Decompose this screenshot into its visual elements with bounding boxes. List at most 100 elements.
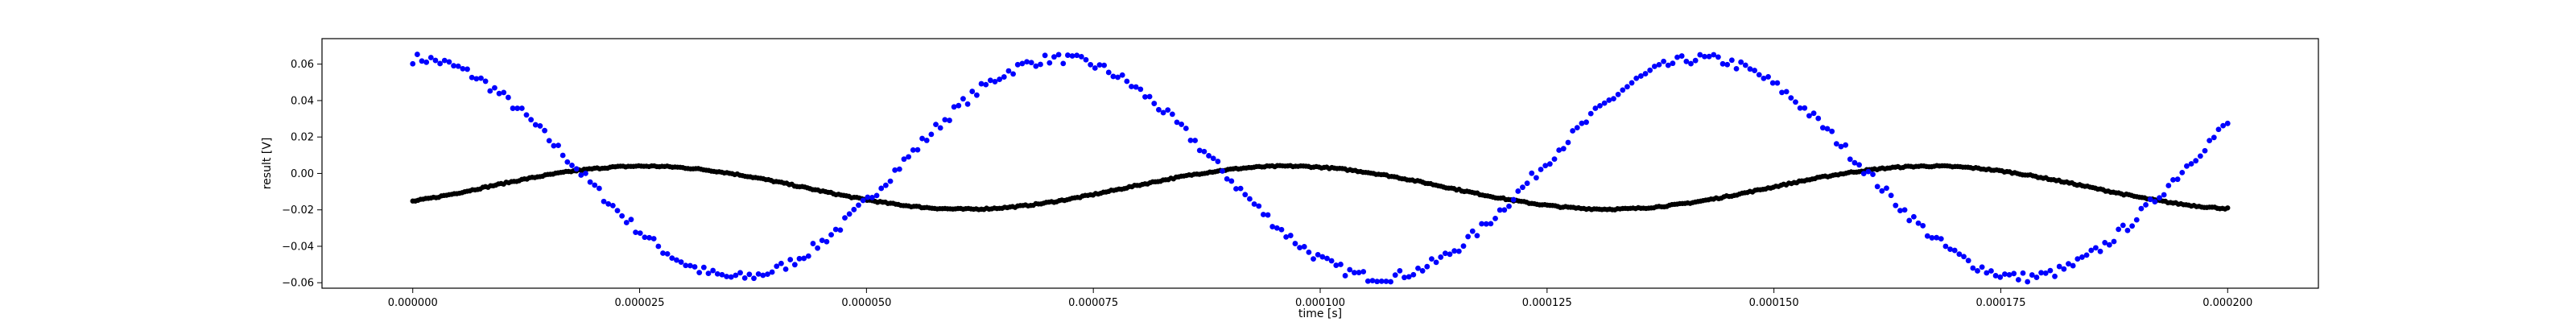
blue-data-point <box>1455 248 1462 254</box>
blue-data-point <box>815 245 821 251</box>
blue-data-point <box>1793 99 1798 105</box>
blue-data-point <box>1574 125 1580 131</box>
blue-data-point <box>587 179 593 185</box>
blue-data-point <box>1156 106 1162 113</box>
blue-data-point <box>2093 245 2099 251</box>
blue-data-point <box>1910 213 1917 220</box>
blue-data-point <box>1055 52 1062 58</box>
blue-data-point <box>2020 270 2026 276</box>
blue-data-point <box>1647 67 1653 73</box>
y-axis-label: result [V] <box>261 138 274 190</box>
blue-data-point <box>1565 139 1571 146</box>
blue-data-point <box>1438 254 1444 260</box>
blue-data-point <box>1961 254 1967 260</box>
blue-data-point <box>746 271 753 278</box>
blue-data-point <box>910 147 916 153</box>
blue-data-point <box>2147 196 2153 203</box>
blue-data-point <box>1292 241 1298 246</box>
blue-data-point <box>710 267 716 274</box>
blue-data-point <box>1774 80 1781 86</box>
blue-data-point <box>1492 215 1498 221</box>
blue-data-point <box>1992 273 1999 279</box>
blue-data-point <box>437 60 444 67</box>
blue-data-point <box>819 237 825 244</box>
blue-data-point <box>1356 270 1362 275</box>
x-tick-label: 0.000025 <box>615 297 665 309</box>
blue-data-point <box>2097 248 2103 254</box>
blue-data-point <box>1142 93 1148 100</box>
blue-data-point <box>1674 54 1680 60</box>
blue-data-point <box>1364 278 1371 284</box>
blue-data-point <box>1187 137 1194 143</box>
blue-data-point <box>423 59 430 65</box>
blue-data-point <box>860 197 866 204</box>
blue-data-point <box>546 138 552 144</box>
blue-data-point <box>846 211 852 217</box>
blue-data-point <box>2143 202 2149 208</box>
blue-data-point <box>1956 251 1963 258</box>
blue-data-point <box>496 90 502 97</box>
blue-data-point <box>1242 192 1249 198</box>
blue-data-point <box>1215 159 1221 164</box>
blue-data-point <box>1065 52 1071 58</box>
blue-data-point <box>1529 170 1535 176</box>
blue-data-point <box>2088 247 2095 254</box>
blue-data-point <box>1534 175 1539 181</box>
x-tick-label: 0.000050 <box>841 297 891 309</box>
blue-data-point <box>2056 263 2062 270</box>
blue-data-point <box>901 156 907 163</box>
blue-data-point <box>741 275 748 281</box>
blue-data-point <box>583 171 588 176</box>
blue-data-point <box>1984 270 1990 276</box>
blue-data-point <box>1115 74 1121 80</box>
blue-data-point <box>510 105 516 111</box>
blue-data-point <box>1819 125 1826 131</box>
blue-data-point <box>1888 192 1894 199</box>
blue-data-point <box>805 253 811 259</box>
blue-data-point <box>1088 61 1094 68</box>
y-tick-label: 0.06 <box>291 59 314 71</box>
blue-data-point <box>419 58 425 64</box>
blue-data-point <box>2015 277 2021 283</box>
blue-data-point <box>1692 57 1699 64</box>
blue-data-point <box>1119 72 1125 78</box>
y-tick-label: 0.00 <box>291 168 314 180</box>
blue-data-point <box>1160 109 1166 116</box>
blue-data-point <box>1874 184 1880 190</box>
blue-data-point <box>2079 254 2085 260</box>
blue-data-point <box>1506 203 1512 209</box>
y-tick-label: −0.06 <box>282 278 314 290</box>
blue-data-point <box>2052 273 2058 279</box>
blue-data-point <box>1702 53 1707 60</box>
blue-data-point <box>1829 128 1835 134</box>
blue-data-point <box>1451 248 1458 254</box>
blue-data-point <box>1165 107 1171 114</box>
y-axis-ticks: −0.06 −0.04 −0.02 0.00 0.02 0.04 0.06 <box>282 59 322 290</box>
blue-data-point <box>1228 178 1235 184</box>
blue-data-point <box>1297 245 1302 251</box>
blue-data-point <box>518 105 525 111</box>
blue-data-point <box>1951 247 1958 254</box>
blue-data-point <box>1901 207 1908 213</box>
blue-data-point <box>1124 78 1130 85</box>
blue-data-point <box>1683 58 1690 64</box>
blue-data-point <box>2047 267 2054 274</box>
blue-data-point <box>455 63 461 69</box>
blue-data-point <box>1556 147 1563 153</box>
blue-data-point <box>451 63 456 69</box>
blue-data-point <box>1360 269 1367 275</box>
blue-data-point <box>1269 224 1276 229</box>
blue-data-point <box>505 94 511 101</box>
blue-data-point <box>733 272 739 279</box>
blue-data-point <box>978 80 985 87</box>
blue-data-point <box>1697 52 1703 58</box>
blue-data-point <box>1997 274 2004 280</box>
blue-data-point <box>1601 100 1608 106</box>
blue-data-point <box>1051 54 1057 60</box>
blue-data-point <box>1351 270 1357 276</box>
blue-data-point <box>856 202 861 208</box>
blue-data-point <box>1415 265 1421 271</box>
blue-data-point <box>1975 268 1980 274</box>
blue-data-point <box>1815 115 1822 122</box>
